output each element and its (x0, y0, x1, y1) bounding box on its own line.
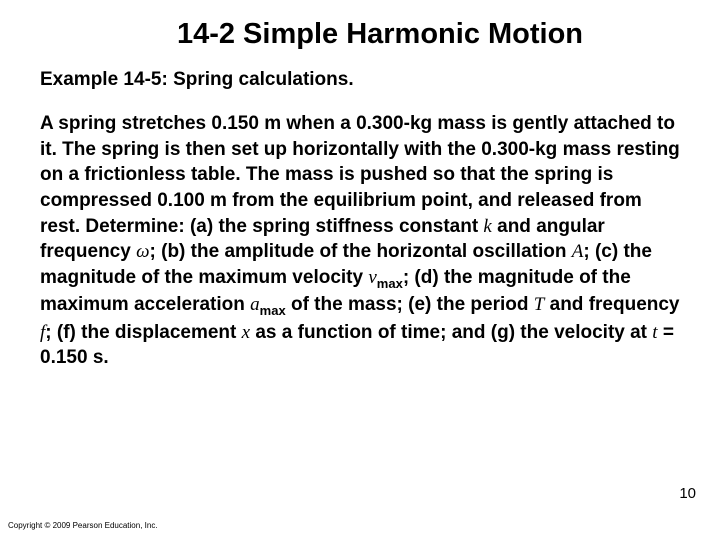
copyright-text: Copyright © 2009 Pearson Education, Inc. (8, 521, 158, 530)
var-k: k (483, 216, 491, 237)
text-segment: as a function of time; and (g) the veloc… (250, 322, 652, 343)
var-v: v (368, 267, 376, 288)
sub-max: max (260, 303, 286, 318)
text-segment: and frequency (544, 294, 679, 315)
var-period: T (534, 294, 545, 315)
example-label: Example 14-5: Spring calculations. (40, 69, 680, 91)
page-number: 10 (679, 485, 696, 502)
text-segment: ; (b) the amplitude of the horizontal os… (150, 241, 572, 262)
var-a: a (250, 294, 260, 315)
var-amplitude: A (572, 241, 584, 262)
sub-max: max (377, 276, 403, 291)
body-text: A spring stretches 0.150 m when a 0.300-… (40, 111, 680, 371)
var-x: x (242, 322, 250, 343)
var-omega: ω (136, 241, 149, 262)
slide-title: 14-2 Simple Harmonic Motion (80, 18, 680, 51)
text-segment: ; (f) the displacement (45, 322, 241, 343)
slide: 14-2 Simple Harmonic Motion Example 14-5… (0, 0, 720, 540)
text-segment: of the mass; (e) the period (286, 294, 534, 315)
